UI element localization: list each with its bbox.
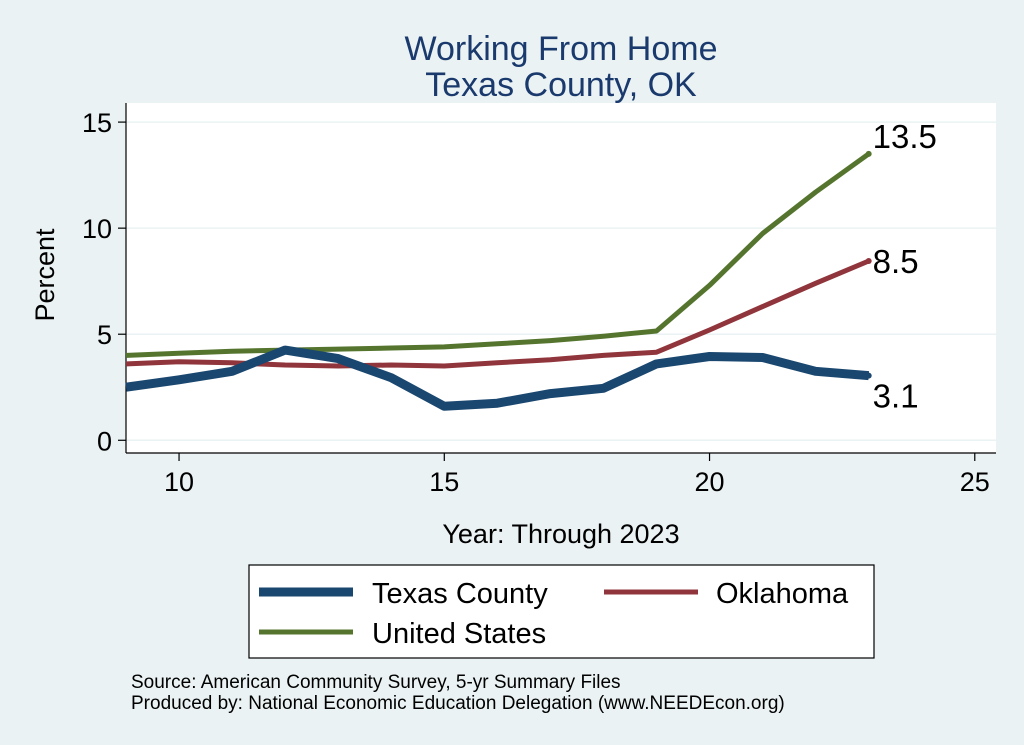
x-axis-title: Year: Through 2023 <box>442 519 679 549</box>
end-label-texas-county: 3.1 <box>873 378 919 415</box>
x-tick-label: 25 <box>960 467 990 497</box>
chart-title: Working From Home <box>405 30 718 68</box>
end-labels: 13.5 8.5 3.1 <box>873 118 937 415</box>
series-line-texas-county <box>125 345 870 411</box>
legend-box <box>248 564 875 659</box>
y-axis-title: Percent <box>30 228 60 322</box>
legend: Texas County Oklahoma United States <box>248 564 875 659</box>
x-tick-label: 20 <box>695 467 725 497</box>
y-tick-label: 10 <box>82 214 112 244</box>
end-label-oklahoma: 8.5 <box>873 243 919 280</box>
y-tick-label: 15 <box>82 108 112 138</box>
legend-label-texas-county: Texas County <box>372 578 548 610</box>
axes: 0 5 10 15 10 15 20 25 <box>82 103 996 497</box>
x-tick-label: 15 <box>429 467 459 497</box>
source-note: Source: American Community Survey, 5-yr … <box>131 672 621 693</box>
series-layer <box>125 150 872 411</box>
y-tick-label: 0 <box>97 426 112 456</box>
series-end-point-texas-county <box>865 372 872 379</box>
series-end-point-united-states <box>865 150 872 157</box>
chart-subtitle: Texas County, OK <box>425 66 697 104</box>
legend-label-united-states: United States <box>372 618 546 650</box>
y-tick-label: 5 <box>97 320 112 350</box>
x-tick-label: 10 <box>164 467 194 497</box>
end-label-united-states: 13.5 <box>873 118 937 155</box>
producer-note: Produced by: National Economic Education… <box>131 693 785 714</box>
legend-label-oklahoma: Oklahoma <box>716 578 849 610</box>
series-line-united-states <box>125 151 871 358</box>
series-end-point-oklahoma <box>865 258 872 265</box>
grid-lines <box>126 121 996 442</box>
